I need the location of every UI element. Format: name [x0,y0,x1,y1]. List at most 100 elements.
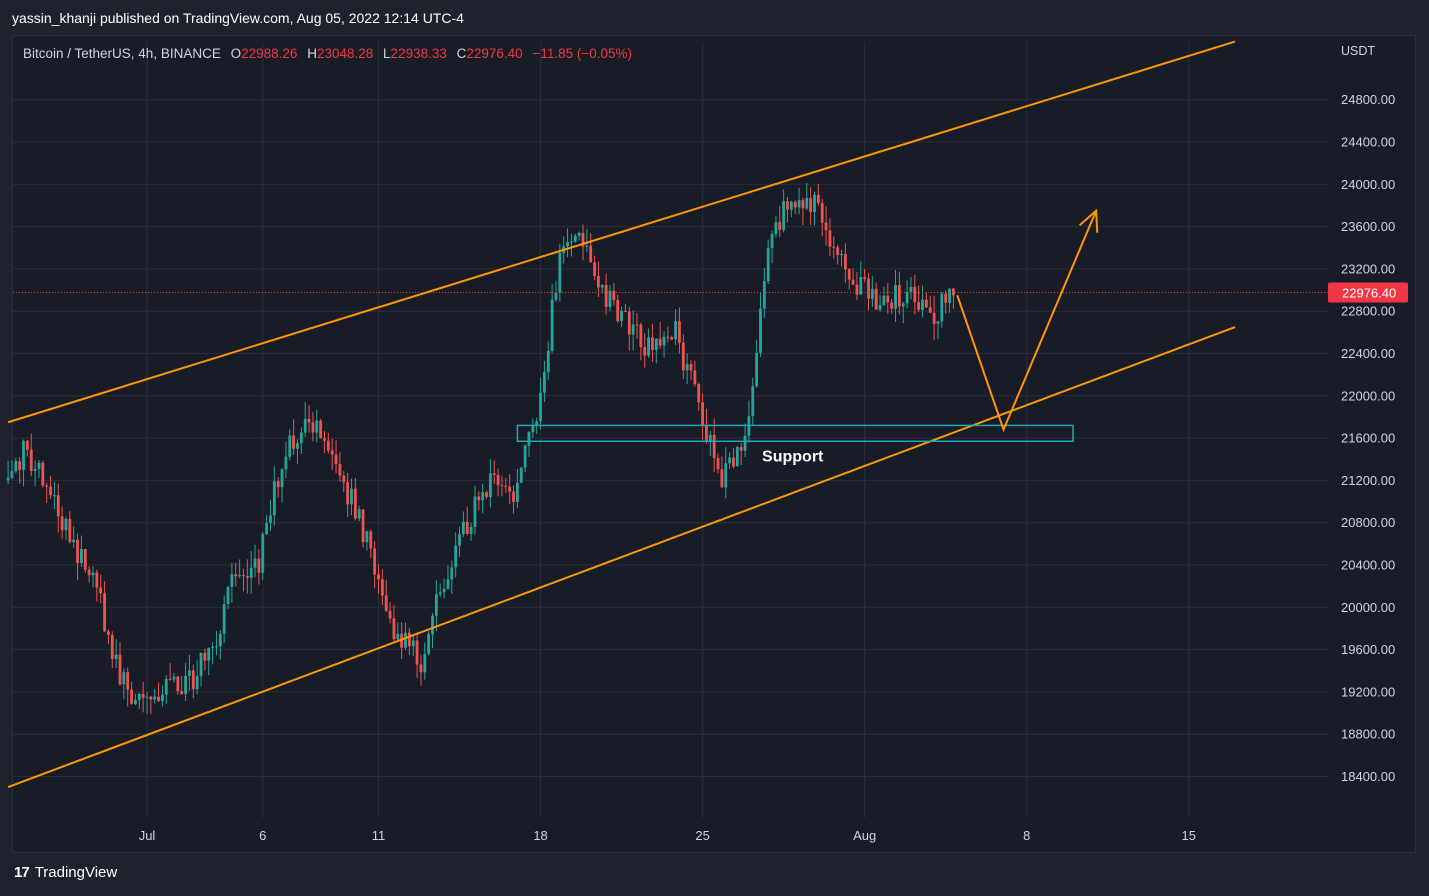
candle-body [253,558,257,568]
candlesticks [6,182,955,715]
candle-body [307,418,311,423]
candle-body [936,321,940,324]
candle-body [840,254,843,256]
candle-body [388,610,392,619]
candle-body [292,435,296,449]
candle-body [678,321,681,343]
candle-body [415,640,419,665]
candle-body [751,386,755,417]
candle-body [238,575,241,577]
candle-body [25,440,29,450]
channel-lower-line [7,326,1236,789]
high-value: 23048.28 [316,46,374,61]
candle-body [176,676,180,692]
candle-body [516,482,519,502]
candle-body [257,558,261,573]
candle-body [716,458,720,470]
candle-body [917,302,921,310]
candle-body [53,495,56,497]
candle-body [932,312,936,324]
candle-body [847,269,851,280]
candle-body [859,277,863,295]
y-tick-label: 18800.00 [1341,727,1395,742]
candle-body [222,604,226,634]
candle-body [465,521,469,534]
candle-body [369,531,373,549]
candle-body [334,454,338,464]
low-value: 22938.33 [390,46,447,61]
open-value: 22988.26 [241,46,298,61]
candle-body [153,696,157,700]
candle-body [500,485,504,487]
candle-body [29,449,33,471]
candle-body [469,527,473,534]
candle-body [813,194,816,213]
candle-body [766,248,770,282]
candle-body [593,262,596,276]
channel-lines [7,40,1236,789]
candle-body [37,462,41,469]
candle-body [681,342,685,371]
candle-body [110,634,114,660]
candle-body [168,679,172,681]
candle-body [184,675,187,694]
candle-body [180,691,184,694]
candle-body [608,290,612,307]
candle-body [373,548,377,575]
candle-body [103,593,106,632]
x-tick-label: Aug [853,828,876,843]
x-tick-label: 11 [372,828,386,843]
candle-body [72,539,76,543]
candle-body [778,222,782,230]
candle-body [60,516,64,531]
candle-body [739,447,743,451]
candle-body [33,468,37,471]
projection-path [956,210,1098,433]
candle-body [762,281,766,309]
candle-body [724,463,728,488]
publisher-line: yassin_khanji published on TradingView.c… [12,10,464,26]
candle-body [492,473,496,475]
candle-body [543,372,546,393]
candle-body [215,646,218,648]
candle-body [666,336,670,338]
candle-body [269,515,272,524]
tradingview-logo-icon: 17 [14,864,30,881]
candle-body [188,670,191,676]
candle-body [419,664,423,673]
candle-body [573,235,577,242]
candle-body [948,288,951,303]
candle-body [400,633,404,648]
tradingview-logo[interactable]: 17 TradingView [14,864,117,881]
candle-body [145,696,149,698]
symbol-name[interactable]: Bitcoin / TetherUS, 4h, BINANCE [23,46,221,61]
candle-body [701,402,704,426]
candle-body [836,247,840,256]
low-label: L [383,46,391,61]
candle-body [68,518,72,543]
candle-body [612,290,616,301]
candle-body [589,245,593,263]
candle-body [353,488,357,519]
candle-body [207,647,211,661]
x-tick-label: 8 [1023,828,1030,843]
y-tick-label: 22000.00 [1341,388,1395,403]
candle-body [76,539,79,564]
candle-body [473,496,477,528]
candle-body [531,425,535,433]
candle-body [458,534,461,546]
candle-body [450,567,454,580]
candle-body [56,495,60,517]
candle-body [658,338,662,346]
candle-body [454,545,458,568]
candle-body [41,462,45,486]
candle-body [940,293,944,322]
candle-body [882,295,886,306]
candle-body [261,533,265,573]
candle-body [87,569,91,576]
candle-body [477,496,481,501]
candle-body [820,203,824,223]
candle-body [597,275,600,288]
y-tick-label: 21600.00 [1341,431,1395,446]
